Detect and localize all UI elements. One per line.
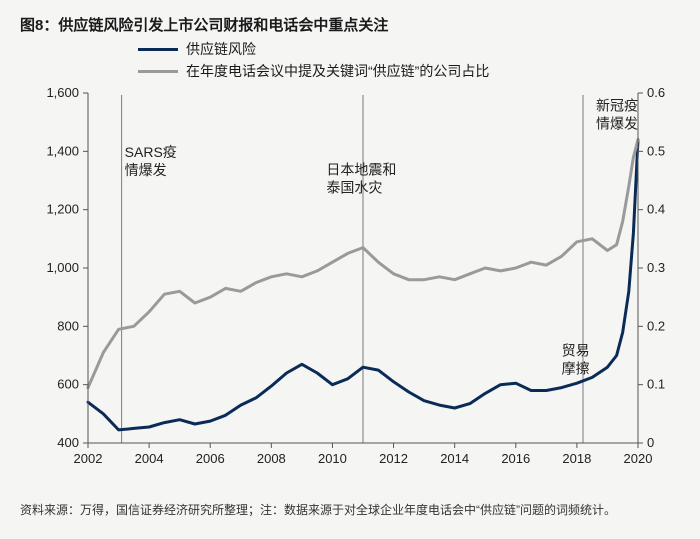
svg-text:日本地震和: 日本地震和	[326, 162, 396, 178]
svg-text:新冠疫: 新冠疫	[596, 98, 638, 114]
svg-text:1,200: 1,200	[46, 202, 79, 217]
svg-text:2016: 2016	[501, 451, 530, 466]
svg-text:0: 0	[647, 435, 654, 450]
svg-text:1,600: 1,600	[46, 85, 79, 100]
svg-text:贸易: 贸易	[562, 343, 590, 359]
figure-title: 图8：供应链风险引发上市公司财报和电话会中重点关注	[20, 14, 682, 35]
svg-text:0.3: 0.3	[647, 260, 665, 275]
svg-text:600: 600	[57, 377, 79, 392]
legend-swatch	[138, 48, 178, 51]
legend-item: 在年度电话会议中提及关键词“供应链”的公司占比	[138, 61, 682, 81]
legend-label: 供应链风险	[186, 39, 256, 59]
svg-text:2018: 2018	[562, 451, 591, 466]
svg-text:1,000: 1,000	[46, 260, 79, 275]
legend-label: 在年度电话会议中提及关键词“供应链”的公司占比	[186, 61, 489, 81]
svg-text:0.6: 0.6	[647, 85, 665, 100]
svg-text:400: 400	[57, 435, 79, 450]
source-footnote: 资料来源：万得，国信证券经济研究所整理；注：数据来源于对全球企业年度电话会中“供…	[20, 501, 680, 519]
svg-text:0.1: 0.1	[647, 377, 665, 392]
svg-text:泰国水灾: 泰国水灾	[326, 180, 382, 196]
svg-text:摩擦: 摩擦	[562, 361, 590, 377]
svg-text:0.4: 0.4	[647, 202, 665, 217]
svg-text:2012: 2012	[379, 451, 408, 466]
legend: 供应链风险 在年度电话会议中提及关键词“供应链”的公司占比	[138, 39, 682, 81]
legend-item: 供应链风险	[138, 39, 682, 59]
svg-text:SARS疫: SARS疫	[125, 144, 177, 160]
svg-text:2002: 2002	[74, 451, 103, 466]
svg-text:2020: 2020	[624, 451, 653, 466]
chart: 400 600 800 1,000 1,200 1,400 1,600 0 0.1 0.2 0.3 0…	[18, 83, 682, 493]
svg-text:800: 800	[57, 318, 79, 333]
figure-container: 图8：供应链风险引发上市公司财报和电话会中重点关注 供应链风险 在年度电话会议中…	[0, 0, 700, 539]
svg-text:1,400: 1,400	[46, 143, 79, 158]
svg-text:2006: 2006	[196, 451, 225, 466]
svg-text:2010: 2010	[318, 451, 347, 466]
chart-svg: 400 600 800 1,000 1,200 1,400 1,600 0 0.1 0.2 0.3 0…	[18, 83, 682, 493]
svg-text:2004: 2004	[135, 451, 164, 466]
svg-text:情爆发: 情爆发	[596, 116, 638, 132]
svg-text:0.5: 0.5	[647, 143, 665, 158]
legend-swatch	[138, 70, 178, 73]
svg-text:0.2: 0.2	[647, 318, 665, 333]
svg-text:2014: 2014	[440, 451, 469, 466]
svg-text:情爆发: 情爆发	[125, 162, 167, 178]
svg-text:2008: 2008	[257, 451, 286, 466]
